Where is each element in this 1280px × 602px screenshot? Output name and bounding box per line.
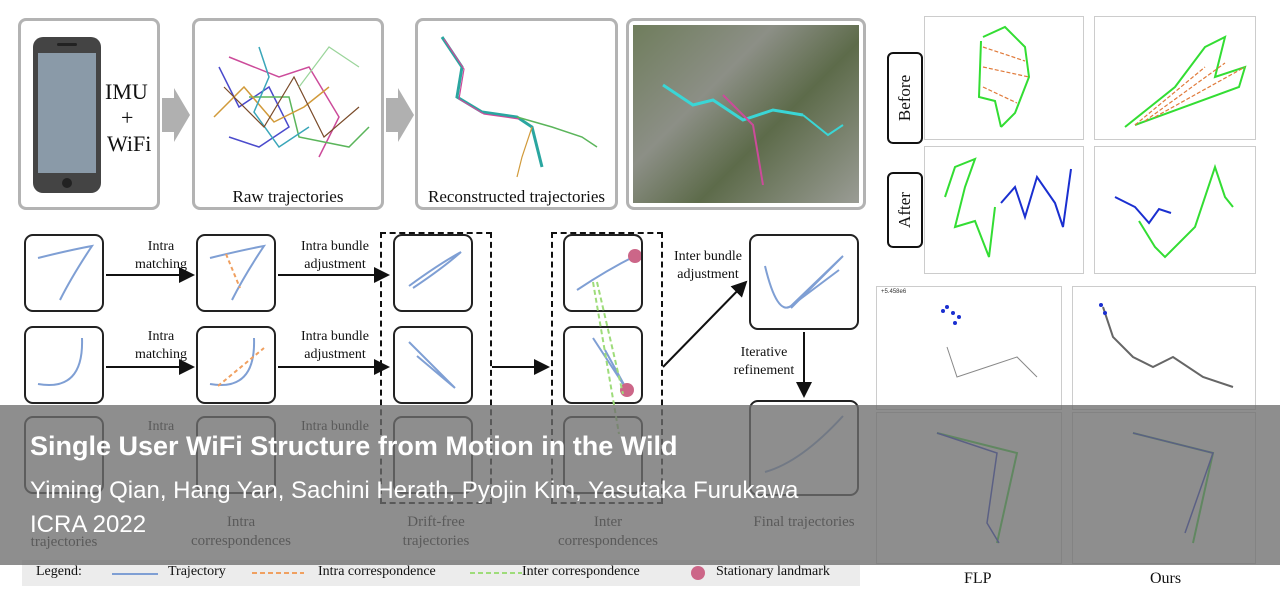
phone-label-imu: IMU xyxy=(105,79,148,104)
pipeline-box-drift-1 xyxy=(393,234,473,312)
row-label-before: Before xyxy=(887,52,923,144)
plot-before-ours xyxy=(1094,16,1256,140)
paper-venue: ICRA 2022 xyxy=(30,511,147,538)
paper-title: Single User WiFi Structure from Motion i… xyxy=(30,431,678,461)
arrow-right-icon xyxy=(162,88,190,142)
reconstructed-plot xyxy=(440,36,598,178)
pipeline-box-intra-2 xyxy=(196,326,276,404)
reconstructed-panel: Reconstructed trajectories xyxy=(415,18,618,210)
col-label-ours: Ours xyxy=(1150,570,1182,587)
aerial-map-trajectories xyxy=(662,83,844,186)
phone-label-wifi: WiFi xyxy=(107,131,152,156)
title-overlay: Single User WiFi Structure from Motion i… xyxy=(0,405,1280,565)
edge-intra-matching-1: Intra matching xyxy=(134,239,188,272)
plot-flp-scatter: +5.458e6 xyxy=(876,286,1062,410)
raw-trajectories-plot xyxy=(213,46,370,158)
aerial-map-image xyxy=(633,25,859,203)
plot-ours-scatter xyxy=(1072,286,1256,410)
pipeline-box-intra-1 xyxy=(196,234,276,312)
edge-intra-ba-2: Intra bundle adjustment xyxy=(300,329,370,362)
pipeline-box-drift-2 xyxy=(393,326,473,404)
pipeline-arrows xyxy=(106,267,812,398)
legend-trajectory-swatch xyxy=(112,573,158,575)
legend-intra-corr: Intra correspondence xyxy=(318,564,436,579)
legend-trajectory: Trajectory xyxy=(168,564,226,579)
landmark-dot-icon xyxy=(628,249,642,263)
edge-inter-ba: Inter bundle adjustment xyxy=(673,249,743,282)
plot-before-flp xyxy=(924,16,1084,140)
row-label-after: After xyxy=(887,172,923,248)
phone-panel: IMU + WiFi xyxy=(18,18,160,210)
aerial-map-panel xyxy=(626,18,866,210)
edge-intra-ba-1: Intra bundle adjustment xyxy=(300,239,370,272)
recon-caption: Reconstructed trajectories xyxy=(427,187,605,206)
legend-inter-swatch xyxy=(470,572,522,574)
edge-iterative: Iterative refinement xyxy=(733,345,795,378)
raw-caption: Raw trajectories xyxy=(232,187,344,206)
pipeline-box-raw-1 xyxy=(24,234,104,312)
legend-intra-swatch xyxy=(252,572,304,574)
col-label-flp: FLP xyxy=(964,570,992,587)
scale-note: +5.458e6 xyxy=(881,289,907,295)
edge-intra-matching-2: Intra matching xyxy=(134,329,188,362)
pipeline-box-raw-2 xyxy=(24,326,104,404)
legend-inter-corr: Inter correspondence xyxy=(522,564,640,579)
pipeline-box-inter-1 xyxy=(563,234,643,312)
legend-title: Legend: xyxy=(36,564,82,579)
raw-trajectories-panel: Raw trajectories xyxy=(192,18,384,210)
phone-label-plus: + xyxy=(121,105,134,130)
pipeline-box-final-top xyxy=(749,234,859,330)
plot-after-ours xyxy=(1094,146,1256,274)
plot-after-flp xyxy=(924,146,1084,274)
legend-landmark: Stationary landmark xyxy=(716,564,830,579)
phone-icon xyxy=(33,37,101,193)
arrow-right-icon xyxy=(386,88,414,142)
landmark-dot-icon xyxy=(691,566,705,580)
paper-authors: Yiming Qian, Hang Yan, Sachini Herath, P… xyxy=(30,477,799,504)
